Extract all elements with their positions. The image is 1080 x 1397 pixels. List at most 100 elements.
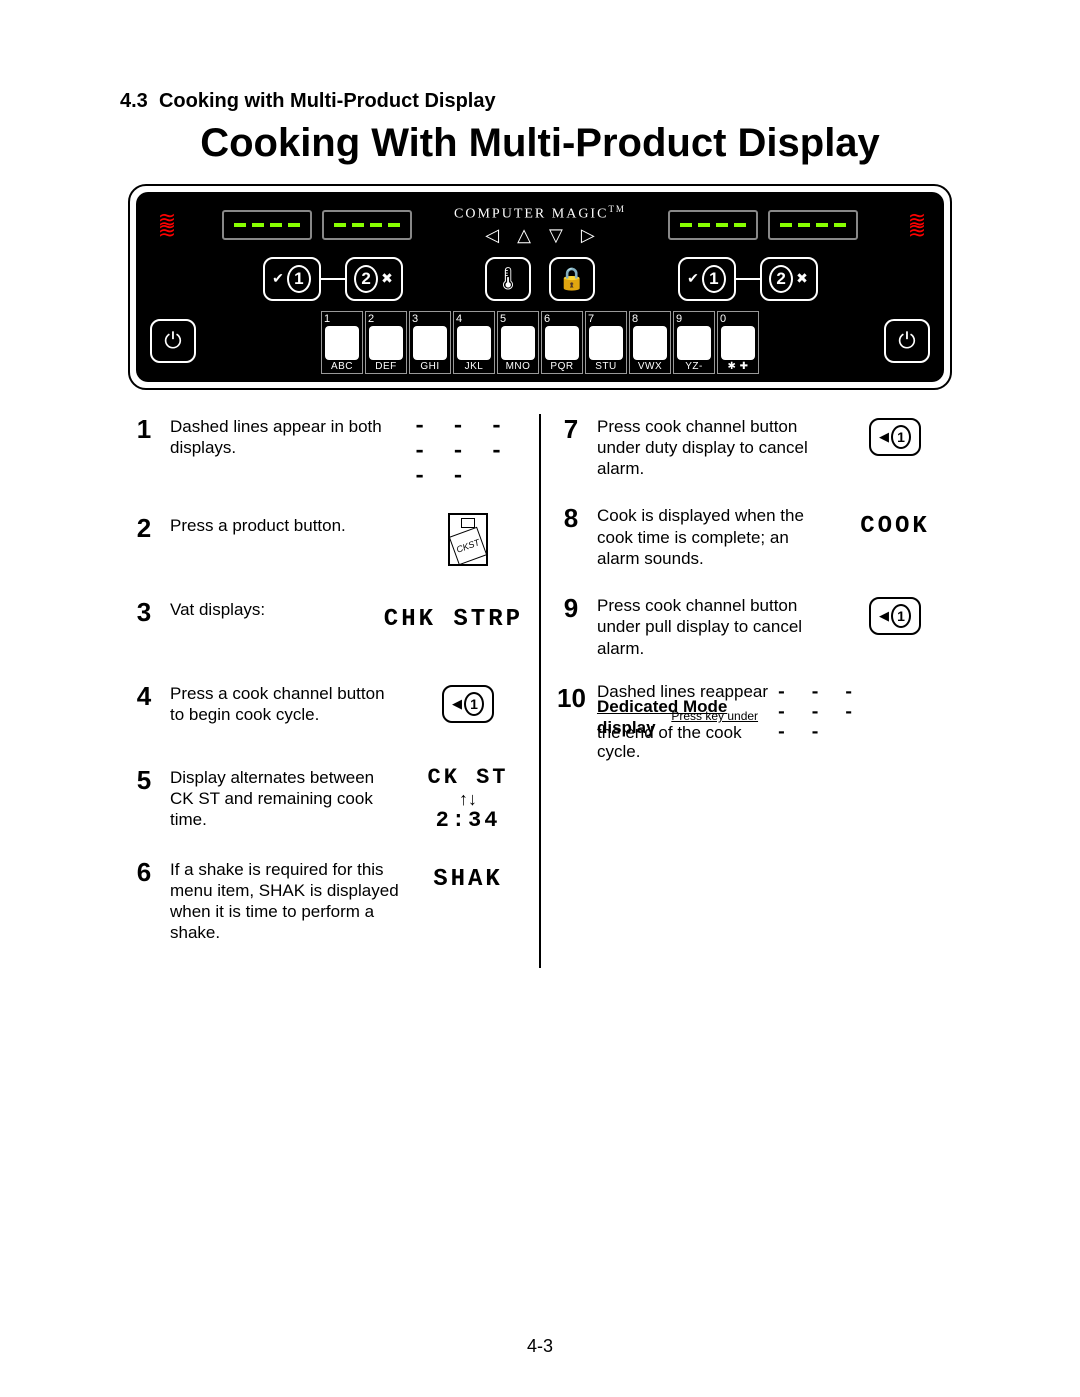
key-number: 8 xyxy=(632,314,638,325)
product-key-9[interactable]: 9 YZ- xyxy=(673,311,715,374)
step-visual: ◀1 xyxy=(840,593,950,639)
arrow-left-icon[interactable]: ◁ xyxy=(485,225,499,246)
channel-1-icon: ◀1 xyxy=(869,597,921,635)
power-icon: ⏻ xyxy=(898,328,915,354)
channel-1-button[interactable]: ✔ 1 xyxy=(678,257,736,301)
key-face xyxy=(457,326,491,360)
steps-right-column: 7Press cook channel button under duty di… xyxy=(547,414,960,968)
step-4: 4Press a cook channel button to begin co… xyxy=(130,681,523,741)
step-1: 1 Dashed lines appear in both displays. - … xyxy=(130,414,523,489)
step-number: 5 xyxy=(130,765,158,796)
step-number: 7 xyxy=(557,414,585,445)
step-number: 1 xyxy=(130,414,158,445)
step-number: 6 xyxy=(130,857,158,888)
step-7: 7Press cook channel button under duty di… xyxy=(557,414,950,480)
link-line xyxy=(321,278,345,280)
channel-2-button[interactable]: 2 ✖ xyxy=(345,257,403,301)
step-visual: ◀1 xyxy=(840,414,950,460)
step-visual: - - - - - - - - xyxy=(413,414,523,489)
key-number: 7 xyxy=(588,314,594,325)
arrow-down-icon[interactable]: ▽ xyxy=(549,225,563,246)
product-key-8[interactable]: 8 VWX xyxy=(629,311,671,374)
ckst-block: CK ST↑↓2:34 xyxy=(428,765,509,833)
arrow-up-icon[interactable]: △ xyxy=(517,225,531,246)
temp-button[interactable]: 🌡 xyxy=(485,257,531,301)
steps-left-column: 1 Dashed lines appear in both displays. - … xyxy=(120,414,533,968)
channel-1-button[interactable]: ✔ 1 xyxy=(263,257,321,301)
key-face xyxy=(721,326,755,360)
lcd-text: CHK STRP xyxy=(384,606,523,633)
key-number: 1 xyxy=(324,314,330,325)
check-icon: ✔ xyxy=(687,270,699,287)
key-label: DEF xyxy=(375,361,397,372)
key-face xyxy=(545,326,579,360)
step-number: 2 xyxy=(130,513,158,544)
heat-icon-left: ≋≋ xyxy=(150,214,180,236)
key-face xyxy=(325,326,359,360)
channel-1-icon: ◀1 xyxy=(869,418,921,456)
lock-button[interactable]: 🔒 xyxy=(549,257,595,301)
step-text: Vat displays: xyxy=(170,597,372,620)
lock-icon: 🔒 xyxy=(558,266,585,292)
product-key-1[interactable]: 1 ABC xyxy=(321,311,363,374)
power-button-right[interactable]: ⏻ xyxy=(884,319,930,363)
key-number: 9 xyxy=(676,314,682,325)
step-8: 8Cook is displayed when the cook time is… xyxy=(557,503,950,569)
key-label: YZ- xyxy=(685,361,703,372)
product-key-4[interactable]: 4JKL xyxy=(453,311,495,374)
step-text: Cook is displayed when the cook time is … xyxy=(597,503,828,569)
led-group-left xyxy=(222,210,412,240)
step-visual: ◀1 xyxy=(413,681,523,727)
step-visual: SHAK xyxy=(413,857,523,903)
step-10: 10Dashed lines reappearDedicated ModePre… xyxy=(557,683,950,762)
key-label: PQR xyxy=(550,361,573,372)
product-key-7[interactable]: 7STU xyxy=(585,311,627,374)
key-number: 3 xyxy=(412,314,418,325)
product-key-6[interactable]: 6PQR xyxy=(541,311,583,374)
control-panel: ≋≋ COMPUTER MAGICTM ◁ △ ▽ ▷ xyxy=(128,184,952,390)
step-text: Press a product button. xyxy=(170,513,401,536)
keypad: 1 ABC 2DEF3GHI4JKL 5 MNO 6PQR7STU 8 VWX 9 YZ- 0 ✱ ✚ xyxy=(321,311,759,374)
column-divider xyxy=(539,414,541,968)
link-line xyxy=(736,278,760,280)
triangle-left-icon: ◀ xyxy=(879,429,889,445)
triangle-left-icon: ◀ xyxy=(452,696,462,712)
key-label: ABC xyxy=(331,361,353,372)
channel-1-icon: ◀1 xyxy=(442,685,494,723)
product-key-3[interactable]: 3GHI xyxy=(409,311,451,374)
product-key-5[interactable]: 5 MNO xyxy=(497,311,539,374)
step-visual: CK ST↑↓2:34 xyxy=(413,765,523,833)
alternate-arrows-icon: ↑↓ xyxy=(428,790,509,808)
step-text: Dashed lines appear in both displays. xyxy=(170,414,401,459)
dashes-display: - - - - - - - - xyxy=(413,414,523,489)
step-visual: CKST xyxy=(413,513,523,566)
key-label: VWX xyxy=(638,361,662,372)
thermometer-icon: 🌡 xyxy=(494,266,522,292)
step-10-text: Dashed lines reappearDedicated ModePress… xyxy=(597,683,768,762)
key-label: ✱ ✚ xyxy=(727,361,748,372)
step-text: Display alternates between CK ST and rem… xyxy=(170,765,401,831)
step-5: 5 Display alternates between CK ST and re… xyxy=(130,765,523,833)
led-display xyxy=(668,210,758,240)
nav-arrows[interactable]: ◁ △ ▽ ▷ xyxy=(454,225,626,247)
check-icon: ✔ xyxy=(272,270,284,287)
key-number: 0 xyxy=(720,314,726,325)
step-text: If a shake is required for this menu ite… xyxy=(170,857,401,944)
product-key-2[interactable]: 2DEF xyxy=(365,311,407,374)
step-visual: COOK xyxy=(840,503,950,549)
step-number: 4 xyxy=(130,681,158,712)
step-number: 3 xyxy=(130,597,158,628)
step-3: 3 Vat displays: CHK STRP xyxy=(130,597,523,657)
channel-pair-right: ✔ 1 2 ✖ xyxy=(678,257,818,301)
key-label: MNO xyxy=(506,361,531,372)
led-group-right xyxy=(668,210,858,240)
key-number: 5 xyxy=(500,314,506,325)
key-label: JKL xyxy=(465,361,484,372)
power-button-left[interactable]: ⏻ xyxy=(150,319,196,363)
arrow-right-icon[interactable]: ▷ xyxy=(581,225,595,246)
led-display xyxy=(222,210,312,240)
channel-2-button[interactable]: 2 ✖ xyxy=(760,257,818,301)
product-key-0[interactable]: 0 ✱ ✚ xyxy=(717,311,759,374)
lcd-text: SHAK xyxy=(433,866,503,893)
step-number: 9 xyxy=(557,593,585,624)
